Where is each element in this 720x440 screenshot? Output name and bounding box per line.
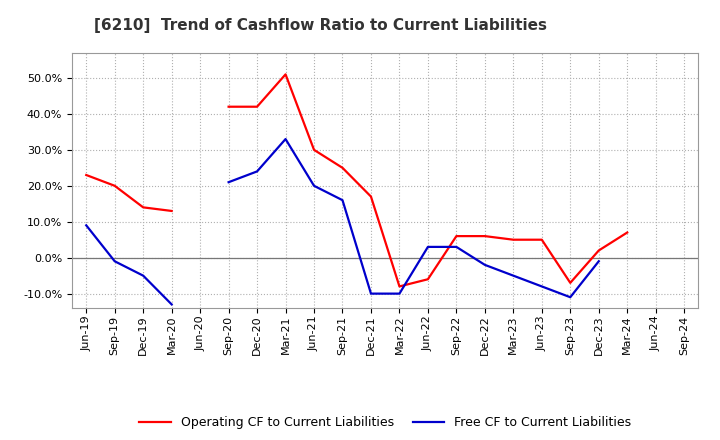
Text: [6210]  Trend of Cashflow Ratio to Current Liabilities: [6210] Trend of Cashflow Ratio to Curren… (94, 18, 546, 33)
Line: Free CF to Current Liabilities: Free CF to Current Liabilities (86, 225, 171, 304)
Operating CF to Current Liabilities (110, 183, 119, 188)
Line: Operating CF to Current Liabilities: Operating CF to Current Liabilities (86, 175, 171, 211)
Free CF to Current Liabilities (139, 273, 148, 278)
Free CF to Current Liabilities (167, 302, 176, 307)
Free CF to Current Liabilities (110, 259, 119, 264)
Operating CF to Current Liabilities (82, 172, 91, 178)
Operating CF to Current Liabilities (139, 205, 148, 210)
Free CF to Current Liabilities (82, 223, 91, 228)
Operating CF to Current Liabilities (167, 208, 176, 213)
Legend: Operating CF to Current Liabilities, Free CF to Current Liabilities: Operating CF to Current Liabilities, Fre… (135, 411, 636, 434)
